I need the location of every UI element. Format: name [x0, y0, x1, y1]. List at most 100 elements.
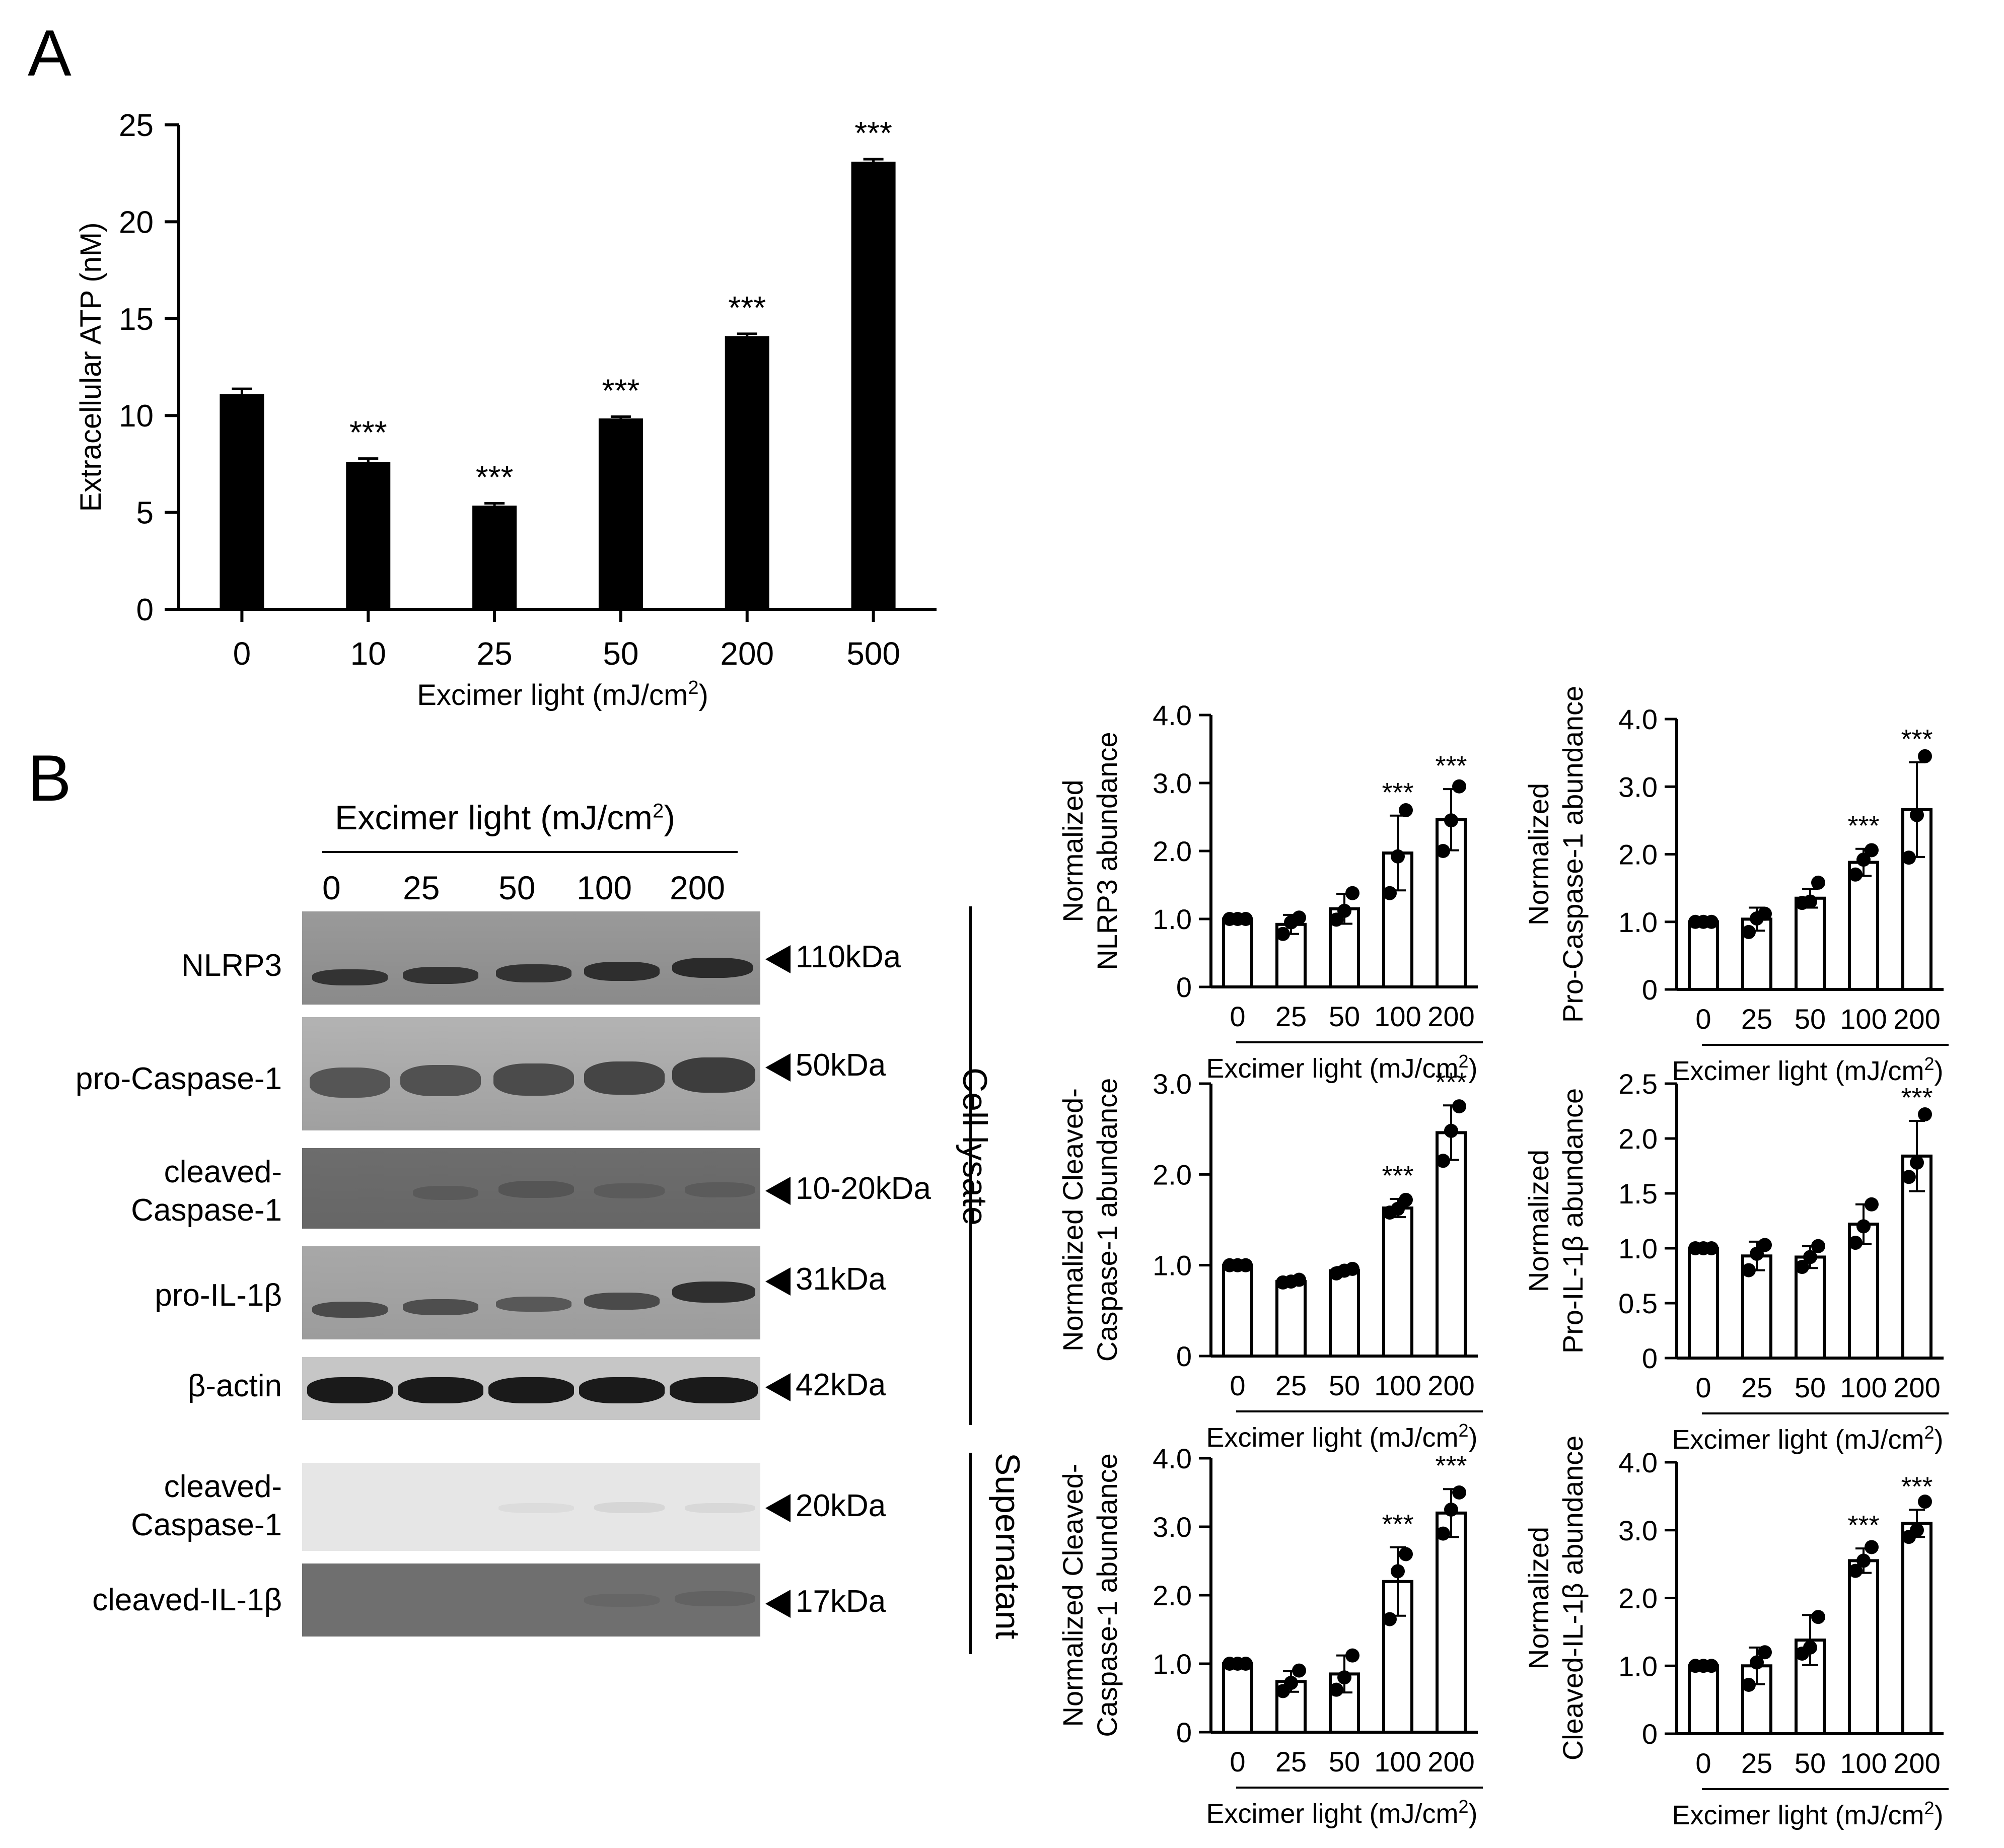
data-point	[1795, 1260, 1809, 1274]
data-point	[1856, 852, 1871, 867]
data-point	[1688, 1241, 1702, 1255]
quant-chart-5: 0 1.0 2.0 3.0 4.0 0 25 50 100 *** 200 *** Excimer li…	[1057, 1443, 1483, 1829]
x-axis-title: Excimer light (mJ/cm2)	[1672, 1798, 1943, 1830]
data-point	[1329, 1266, 1343, 1281]
data-point	[1803, 894, 1817, 909]
blot-header-text: Excimer light (mJ/cm	[335, 799, 653, 837]
bar	[1275, 1680, 1307, 1734]
bar	[1795, 896, 1826, 991]
y-tick-label: 0	[1642, 1342, 1658, 1374]
bar	[1329, 1672, 1360, 1734]
bar	[1436, 1131, 1467, 1358]
data-point	[1436, 1154, 1450, 1168]
bar	[1795, 1639, 1826, 1735]
bar	[1382, 851, 1413, 989]
data-point	[1231, 912, 1245, 926]
y-axis-title: Extracellular ATP (nM)	[75, 223, 107, 512]
data-point	[1452, 779, 1466, 794]
data-point	[1231, 1258, 1245, 1272]
bar	[1275, 922, 1307, 989]
supernatant-bracket	[969, 1453, 972, 1654]
data-point	[1696, 1241, 1710, 1255]
data-point	[1704, 1659, 1719, 1673]
y-tick-label: 15	[119, 302, 154, 337]
data-point	[1865, 1197, 1879, 1212]
y-axis-title-line: Caspase-1 abundance	[1091, 1453, 1123, 1737]
bar	[1382, 1580, 1413, 1734]
data-point	[1758, 1238, 1772, 1252]
x-tick-label: 100	[1374, 1370, 1421, 1401]
data-point	[1444, 1123, 1458, 1138]
data-point	[1383, 1612, 1397, 1626]
x-tick-label: 500	[846, 635, 900, 672]
bar	[1901, 808, 1933, 991]
bar	[1901, 1522, 1933, 1735]
label-sup-cleaved-caspase1-l2: Caspase-1	[131, 1508, 282, 1542]
data-point	[1239, 1657, 1253, 1671]
data-point	[1276, 927, 1290, 941]
data-point	[1918, 1495, 1932, 1509]
data-point	[1452, 1099, 1466, 1114]
data-point	[1223, 1258, 1237, 1272]
significance-mark: ***	[1847, 1510, 1879, 1540]
x-tick-label: 200	[1893, 1372, 1940, 1403]
data-point	[1742, 1677, 1756, 1692]
arrow-icon	[765, 1589, 791, 1618]
y-tick-label: 2.0	[1618, 1123, 1658, 1155]
x-axis-title: Excimer light (mJ/cm2)	[1672, 1422, 1943, 1455]
significance-mark: ***	[854, 115, 892, 151]
significance-mark: ***	[1435, 1451, 1467, 1481]
label-sup-cleaved-caspase1: cleaved- Caspase-1	[50, 1468, 282, 1544]
data-point	[1696, 914, 1710, 929]
data-point	[1399, 1547, 1413, 1561]
data-point	[1337, 1263, 1351, 1278]
data-point	[1231, 1657, 1245, 1671]
data-point	[1910, 1155, 1924, 1170]
bar	[1741, 917, 1772, 991]
data-point	[1758, 906, 1772, 921]
data-point	[1383, 886, 1397, 900]
bar	[725, 336, 769, 609]
x-tick-label: 50	[1795, 1003, 1826, 1035]
data-point	[1811, 1610, 1825, 1624]
y-tick-label: 4.0	[1618, 1447, 1658, 1478]
bar	[1222, 1263, 1253, 1358]
bar	[1688, 1664, 1719, 1735]
blot-pro-il1b	[302, 1246, 760, 1339]
blot-header: Excimer light (mJ/cm2)	[335, 798, 675, 837]
x-tick-label: 0	[233, 635, 251, 672]
data-point	[1696, 1659, 1710, 1673]
label-pro-il1b: pro-IL-1β	[155, 1278, 282, 1313]
y-tick-label: 1.0	[1153, 903, 1192, 935]
kda-sup-cleaved-il1b-text: 17kDa	[796, 1584, 886, 1619]
data-point	[1758, 1645, 1772, 1660]
y-tick-label: 1.0	[1153, 1648, 1192, 1680]
data-point	[1444, 813, 1458, 828]
x-tick-label: 100	[1840, 1747, 1887, 1779]
bar	[1901, 1154, 1933, 1360]
quant-chart-4: 0 0.5 1.0 1.5 2.0 2.5 0 25 50 100 200 *** Excimer li…	[1523, 1068, 1949, 1455]
y-tick-label: 1.0	[1618, 906, 1658, 938]
significance-mark: ***	[1901, 1471, 1933, 1502]
y-axis-title-line: Normalized	[1523, 1150, 1554, 1292]
data-point	[1750, 1655, 1764, 1670]
significance-mark: ***	[1435, 751, 1467, 781]
data-point	[1383, 1205, 1397, 1220]
data-point	[1910, 808, 1924, 822]
x-tick-label: 50	[1329, 1746, 1360, 1778]
bar	[1688, 1247, 1719, 1360]
data-point	[1436, 844, 1450, 858]
data-point	[1329, 1682, 1343, 1697]
data-point	[1803, 1640, 1817, 1655]
blot-header-tail: )	[664, 799, 675, 837]
significance-mark: ***	[728, 290, 766, 326]
label-beta-actin: β-actin	[187, 1369, 282, 1403]
y-tick-label: 1.5	[1618, 1178, 1658, 1210]
arrow-icon	[765, 1053, 791, 1082]
data-point	[1345, 886, 1359, 900]
data-point	[1742, 925, 1756, 939]
y-tick-label: 10	[119, 399, 154, 434]
data-point	[1704, 1241, 1719, 1255]
data-point	[1811, 875, 1825, 890]
y-tick-label: 4.0	[1153, 1443, 1192, 1474]
